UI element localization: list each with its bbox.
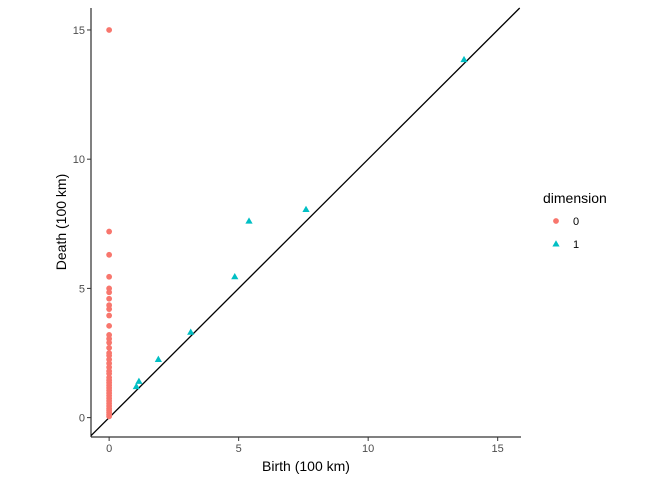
circle-point [106, 27, 113, 33]
legend-entries: 01 [552, 216, 579, 251]
x-tick-label: 10 [362, 443, 374, 455]
data-points [106, 27, 468, 420]
legend-title: dimension [543, 190, 607, 206]
legend-key-triangle [552, 240, 560, 247]
y-tick-label: 0 [79, 413, 85, 425]
triangle-point [231, 272, 239, 280]
circle-point [106, 322, 113, 329]
circle-point [106, 306, 113, 312]
x-tick-label: 15 [492, 443, 504, 455]
legend-key-circle [553, 218, 559, 224]
diagonal-line [90, 7, 521, 437]
circle-point [106, 273, 113, 280]
triangle-point [460, 55, 468, 63]
y-tick-label: 5 [79, 283, 85, 295]
x-axis-title: Birth (100 km) [262, 458, 350, 474]
y-tick-label: 15 [73, 25, 85, 37]
triangle-point [187, 328, 195, 335]
circle-point [106, 295, 113, 302]
circle-point [106, 344, 113, 351]
triangle-point [302, 205, 310, 213]
triangle-point [154, 355, 162, 362]
legend-label: 0 [573, 216, 579, 228]
triangle-point [245, 217, 253, 224]
circle-point [106, 339, 113, 346]
y-axis-title: Death (100 km) [53, 174, 69, 270]
circle-point [106, 228, 113, 235]
circle-point [106, 312, 113, 319]
legend: dimension 01 [543, 190, 607, 251]
y-tick-label: 10 [73, 154, 85, 166]
circle-point [106, 413, 113, 420]
x-axis-ticks: 0 5 10 15 [106, 437, 504, 455]
plot-panel: 0 5 10 15 0 5 10 15 [73, 7, 521, 455]
x-tick-label: 0 [106, 443, 112, 455]
y-axis-ticks: 0 5 10 15 [73, 25, 91, 425]
circle-point [106, 251, 113, 258]
circle-point [106, 289, 113, 296]
triangle-point [132, 382, 140, 390]
x-tick-label: 5 [236, 443, 242, 455]
legend-label: 1 [573, 239, 579, 251]
triangle-point [135, 377, 143, 384]
